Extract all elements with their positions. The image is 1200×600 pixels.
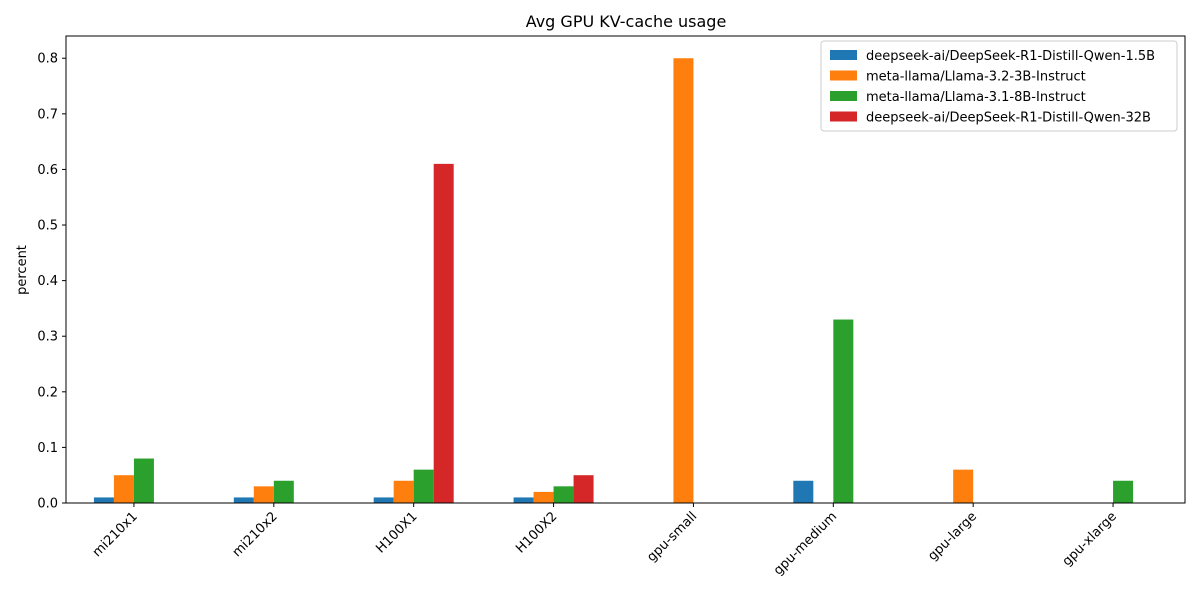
- legend: deepseek-ai/DeepSeek-R1-Distill-Qwen-1.5…: [820, 40, 1178, 132]
- plot-frame: [65, 35, 1186, 504]
- y-tick-label: 0.2: [37, 385, 58, 400]
- x-tick-label: gpu-small: [644, 509, 700, 565]
- bar: [833, 319, 854, 503]
- y-axis-label: percent: [15, 245, 30, 295]
- y-tick-label: 0.8: [37, 52, 58, 67]
- x-tick-label: gpu-xlarge: [1060, 509, 1120, 569]
- legend-label: meta-llama/Llama-3.1-8B-Instruct: [866, 90, 1086, 105]
- legend-box: [820, 40, 1178, 132]
- bar: [233, 497, 254, 503]
- x-axis: mi210x1 mi210x2 H100X1 H100X2 gpu-small gpu-m…: [90, 503, 1120, 578]
- x-tick-label: H100X1: [373, 509, 420, 556]
- y-axis: 0.0 0.1 0.2 0.3 0.4 0.5 0.6 0.7 0.8: [37, 52, 66, 512]
- bar: [393, 480, 414, 503]
- legend-swatch: [830, 70, 857, 81]
- plot-area: [65, 35, 1186, 504]
- y-tick-label: 0.4: [37, 274, 58, 289]
- legend-label: deepseek-ai/DeepSeek-R1-Distill-Qwen-32B: [866, 111, 1151, 126]
- legend-label: deepseek-ai/DeepSeek-R1-Distill-Qwen-1.5…: [866, 49, 1155, 64]
- x-tick-label: gpu-medium: [771, 509, 840, 578]
- x-tick-label: mi210x2: [230, 509, 281, 560]
- bar: [533, 491, 554, 503]
- bar: [1113, 480, 1134, 503]
- bar: [273, 480, 294, 503]
- bar: [253, 486, 274, 503]
- bar: [953, 469, 974, 503]
- bar: [573, 475, 594, 503]
- bar: [133, 458, 154, 503]
- bar: [553, 486, 574, 503]
- x-tick-label: gpu-large: [925, 509, 980, 564]
- bar: [793, 480, 814, 503]
- bar: [413, 469, 434, 503]
- y-tick-label: 0.3: [37, 330, 58, 345]
- y-tick-label: 0.6: [37, 163, 58, 178]
- bar: [113, 475, 134, 503]
- y-tick-label: 0.1: [37, 441, 58, 456]
- bar: [93, 497, 114, 503]
- y-tick-label: 0.0: [37, 497, 58, 512]
- legend-swatch: [830, 50, 857, 60]
- y-tick-label: 0.5: [37, 219, 58, 234]
- legend-swatch: [830, 111, 857, 122]
- x-tick-label: mi210x1: [90, 509, 141, 560]
- bar: [433, 163, 454, 503]
- y-tick-label: 0.7: [37, 107, 58, 122]
- chart-title: Avg GPU KV-cache usage: [526, 12, 727, 31]
- bar: [673, 58, 694, 503]
- x-tick-label: H100X2: [513, 509, 560, 556]
- legend-swatch: [830, 91, 857, 101]
- bar: [513, 497, 534, 503]
- bar: [373, 497, 394, 503]
- legend-label: meta-llama/Llama-3.2-3B-Instruct: [866, 70, 1086, 85]
